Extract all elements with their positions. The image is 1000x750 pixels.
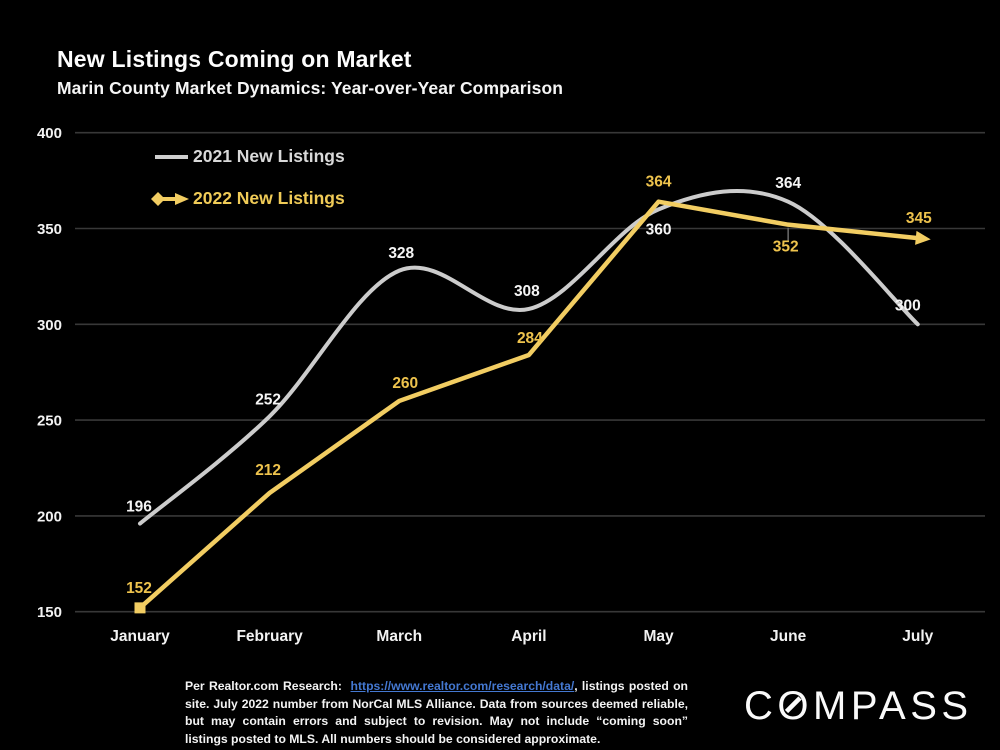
x-tick-label-april: April bbox=[511, 628, 546, 645]
y-tick-label-350: 350 bbox=[37, 221, 62, 238]
legend-item-2022: 2022 New Listings bbox=[149, 188, 345, 209]
data-label-2022-june: 352 bbox=[773, 239, 799, 256]
compass-logo-text: COMPASS bbox=[744, 686, 970, 728]
series-2022-arrow-head bbox=[915, 230, 931, 245]
compass-needle-icon bbox=[784, 696, 802, 714]
y-tick-label-300: 300 bbox=[37, 317, 62, 334]
data-label-2022-march: 260 bbox=[392, 375, 418, 392]
series-2021-line bbox=[138, 188, 920, 526]
x-tick-label-march: March bbox=[376, 628, 422, 645]
x-tick-label-july: July bbox=[902, 628, 933, 645]
y-tick-label-200: 200 bbox=[37, 508, 62, 525]
legend-label-2021: 2021 New Listings bbox=[193, 146, 345, 166]
legend-item-2021: 2021 New Listings bbox=[154, 146, 345, 167]
data-label-2021-february: 252 bbox=[255, 391, 281, 408]
y-tick-label-400: 400 bbox=[37, 125, 62, 142]
x-tick-label-may: May bbox=[643, 628, 674, 645]
data-label-2022-july: 345 bbox=[906, 210, 932, 227]
x-tick-label-june: June bbox=[770, 628, 807, 645]
y-tick-label-150: 150 bbox=[37, 604, 62, 621]
page-subtitle: Marin County Market Dynamics: Year-over-… bbox=[57, 77, 564, 98]
data-label-2022-april: 284 bbox=[517, 330, 543, 347]
source-note-post: , listings posted on site. July 2022 num… bbox=[185, 679, 688, 746]
data-label-2021-june: 364 bbox=[775, 175, 801, 192]
data-label-2021-may: 360 bbox=[646, 221, 672, 238]
source-link[interactable]: https://www.realtor.com/research/data/ bbox=[350, 679, 575, 694]
data-label-2021-july: 300 bbox=[895, 297, 921, 314]
line-marker-icon bbox=[155, 154, 188, 159]
legend-label-2022: 2022 New Listings bbox=[193, 188, 345, 208]
x-tick-label-january: January bbox=[110, 628, 170, 645]
y-tick-label-250: 250 bbox=[37, 413, 62, 430]
x-tick-label-february: February bbox=[236, 628, 303, 645]
data-label-2021-march: 328 bbox=[388, 245, 414, 262]
series-2022-line bbox=[138, 199, 919, 610]
page-title: New Listings Coming on Market bbox=[57, 46, 412, 73]
data-label-2022-february: 212 bbox=[255, 462, 281, 479]
data-label-2021-april: 308 bbox=[514, 283, 540, 300]
data-label-2022-january: 152 bbox=[126, 580, 152, 597]
data-label-2021-january: 196 bbox=[126, 499, 152, 516]
diamond-arrow-marker-icon bbox=[151, 191, 189, 206]
series-2022-start-marker bbox=[134, 602, 146, 614]
source-note: Per Realtor.com Research: https://www.re… bbox=[185, 678, 688, 748]
source-note-pre: Per Realtor.com Research: bbox=[185, 679, 351, 694]
data-label-2022-may: 364 bbox=[646, 174, 672, 191]
compass-logo: COMPASS bbox=[744, 686, 970, 728]
